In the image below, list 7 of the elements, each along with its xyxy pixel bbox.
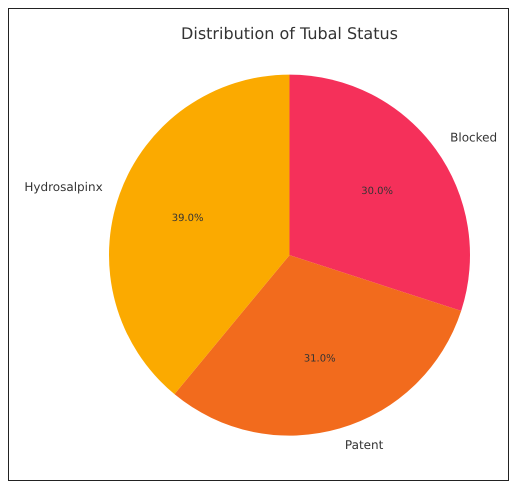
data-label: 39.0% [172,213,204,224]
slice-label: Patent [344,438,384,452]
data-label: 30.0% [361,186,394,198]
chart-title: Distribution of Tubal Status [181,24,398,43]
data-label: 31.0% [304,354,336,365]
slice-label: Hydrosalpinx [24,180,103,194]
slice-label: Blocked [450,130,498,145]
